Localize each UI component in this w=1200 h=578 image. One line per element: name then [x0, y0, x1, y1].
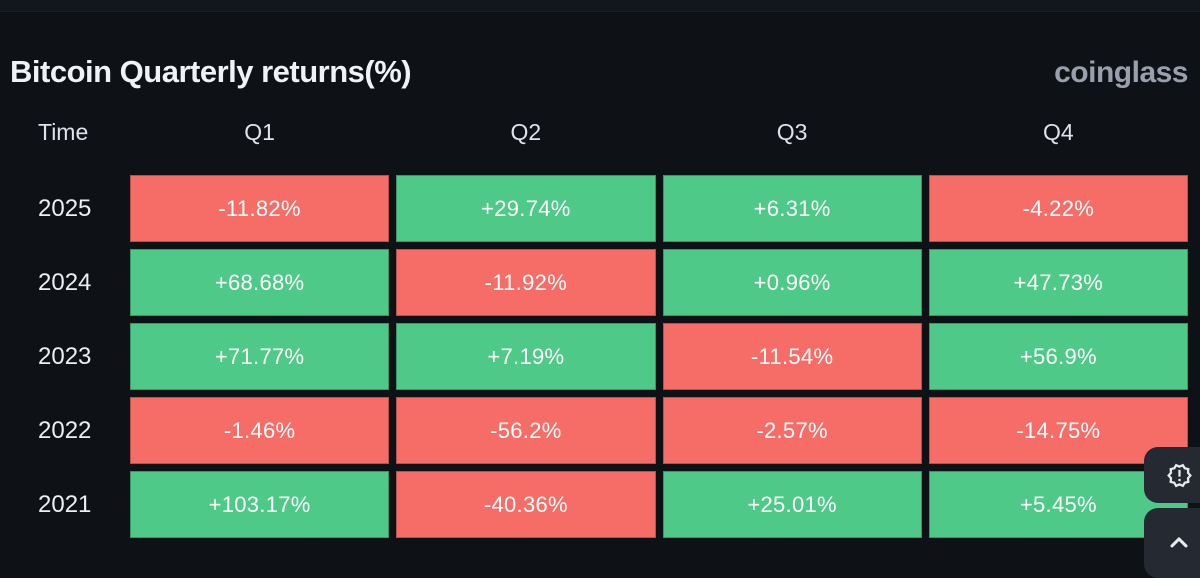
year-label: 2025	[38, 194, 92, 222]
year-label: 2021	[38, 490, 92, 518]
table-row: 2024 +68.68% -11.92% +0.96% +47.73%	[38, 249, 1188, 316]
return-cell: -4.22%	[928, 175, 1188, 242]
column-header-q3: Q3	[776, 119, 808, 145]
return-cell: +103.17%	[130, 471, 390, 538]
column-header-q2: Q2	[510, 119, 542, 145]
year-label: 2022	[38, 416, 92, 444]
return-cell: +6.31%	[662, 175, 922, 242]
column-header-time: Time	[38, 119, 89, 145]
return-cell: +71.77%	[130, 323, 390, 390]
return-cell: -2.57%	[662, 397, 922, 464]
return-cell: +25.01%	[662, 471, 922, 538]
return-cell: -40.36%	[396, 471, 656, 538]
table-row: 2025 -11.82% +29.74% +6.31% -4.22%	[38, 175, 1188, 242]
return-cell: +47.73%	[928, 249, 1188, 316]
return-cell: -11.82%	[130, 175, 390, 242]
return-cell: -11.54%	[662, 323, 922, 390]
table-row: 2022 -1.46% -56.2% -2.57% -14.75%	[38, 397, 1188, 464]
return-cell: +7.19%	[396, 323, 656, 390]
column-header-q4: Q4	[1043, 119, 1074, 145]
notice-button[interactable]	[1144, 447, 1200, 503]
top-strip	[0, 0, 1200, 12]
return-cell: +29.74%	[396, 175, 656, 242]
return-cell: -11.92%	[396, 249, 656, 316]
chevron-up-icon	[1165, 529, 1193, 557]
table-header-row: Time Q1 Q2 Q3 Q4	[38, 90, 1188, 175]
return-cell: +56.9%	[928, 323, 1188, 390]
table-row: 2021 +103.17% -40.36% +25.01% +5.45%	[38, 471, 1188, 538]
coinglass-logo[interactable]: coinglass	[1054, 56, 1188, 89]
column-header-q1: Q1	[244, 119, 275, 145]
year-label: 2023	[38, 342, 92, 370]
return-cell: +0.96%	[662, 249, 922, 316]
return-cell: -1.46%	[130, 397, 390, 464]
table-row: 2023 +71.77% +7.19% -11.54% +56.9%	[38, 323, 1188, 390]
page-title: Bitcoin Quarterly returns(%)	[10, 54, 412, 89]
header: Bitcoin Quarterly returns(%) coinglass	[0, 12, 1200, 90]
return-cell: +68.68%	[130, 249, 390, 316]
scroll-to-top-button[interactable]	[1144, 508, 1200, 578]
return-cell: -56.2%	[396, 397, 656, 464]
year-label: 2024	[38, 268, 92, 296]
badge-exclamation-icon	[1166, 462, 1193, 489]
quarterly-returns-table: Time Q1 Q2 Q3 Q4 2025 -11.82% +29.74% +6…	[38, 90, 1188, 538]
return-cell: -14.75%	[928, 397, 1188, 464]
